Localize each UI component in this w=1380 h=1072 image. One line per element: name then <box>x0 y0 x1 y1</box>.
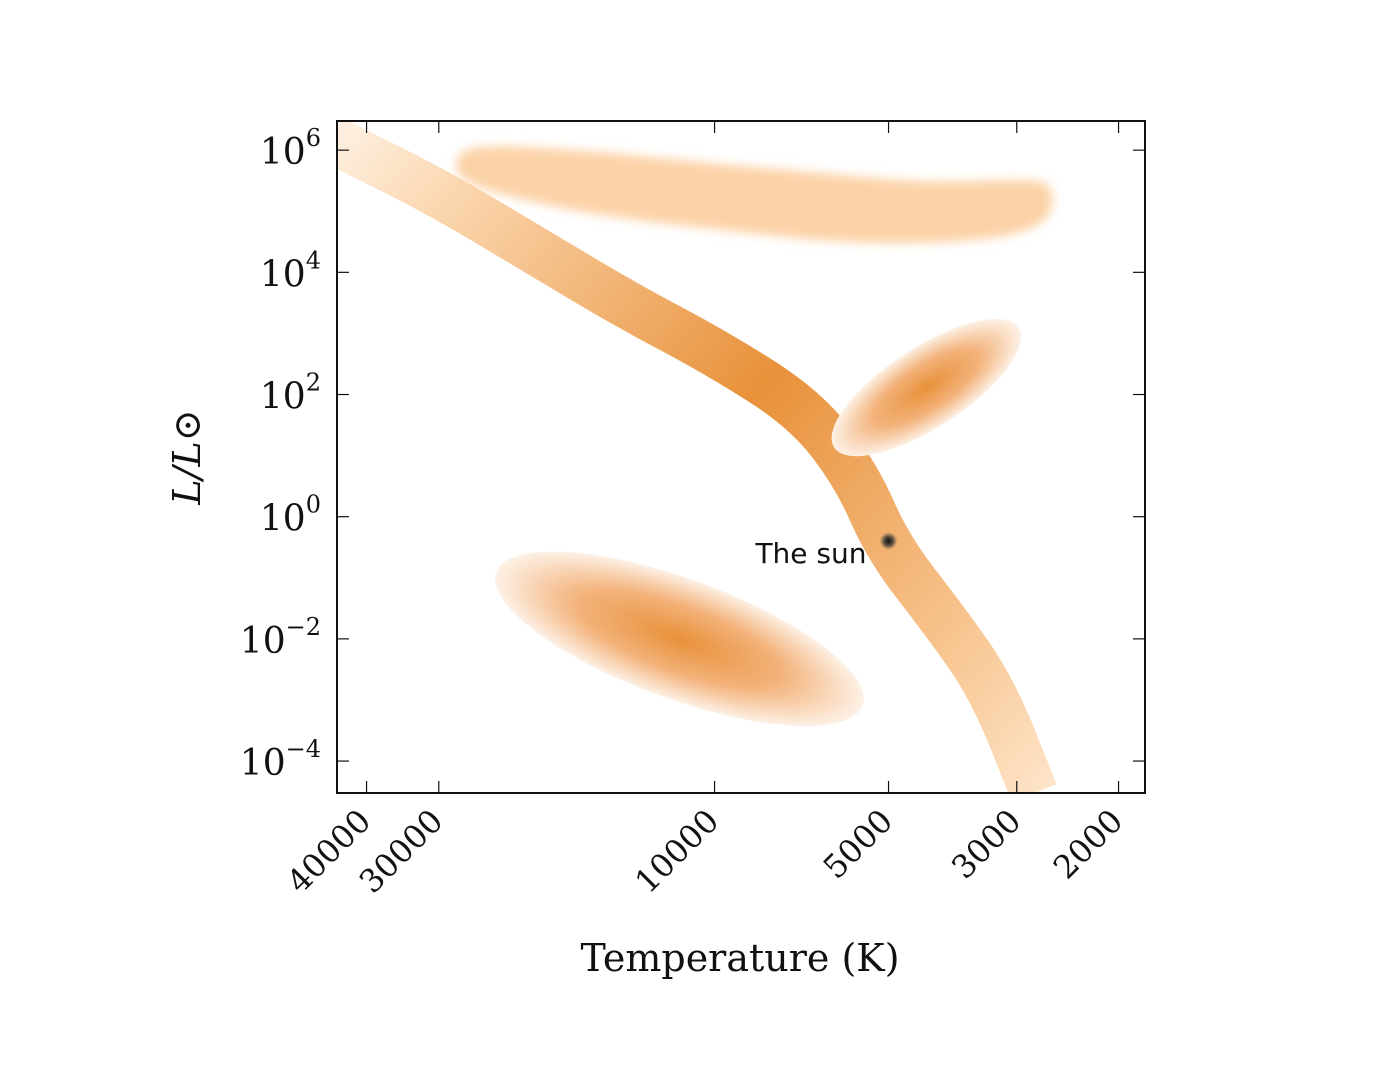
main-sequence-band <box>337 121 1057 793</box>
x-tick-label: 10000 <box>627 802 726 901</box>
y-tick-label: 10−2 <box>240 613 321 662</box>
white-dwarfs-region <box>495 551 864 727</box>
y-tick-label: 104 <box>260 246 321 295</box>
supergiants-region <box>456 146 1053 244</box>
x-tick-label: 30000 <box>352 802 451 901</box>
stellar-regions <box>337 121 1057 793</box>
y-tick-label: 102 <box>260 369 321 418</box>
giants-region <box>831 318 1022 457</box>
x-tick-label: 2000 <box>1046 802 1130 886</box>
y-tick-label: 10−4 <box>240 735 321 784</box>
sun-point <box>879 532 898 550</box>
sun-annotation: The sun <box>754 537 866 570</box>
y-tick-label: 106 <box>260 124 321 173</box>
y-tick-label: 100 <box>260 491 321 540</box>
x-axis-label: Temperature (K) <box>580 936 899 980</box>
y-axis-ticks: 10−4 10−2 100 102 104 106 <box>240 124 1145 784</box>
sun-marker-group: The sun <box>754 532 898 570</box>
x-tick-label: 5000 <box>816 802 900 886</box>
x-tick-label: 3000 <box>944 802 1028 886</box>
plot-frame <box>336 120 1146 794</box>
y-axis-label: L/L⊙ <box>165 409 209 505</box>
